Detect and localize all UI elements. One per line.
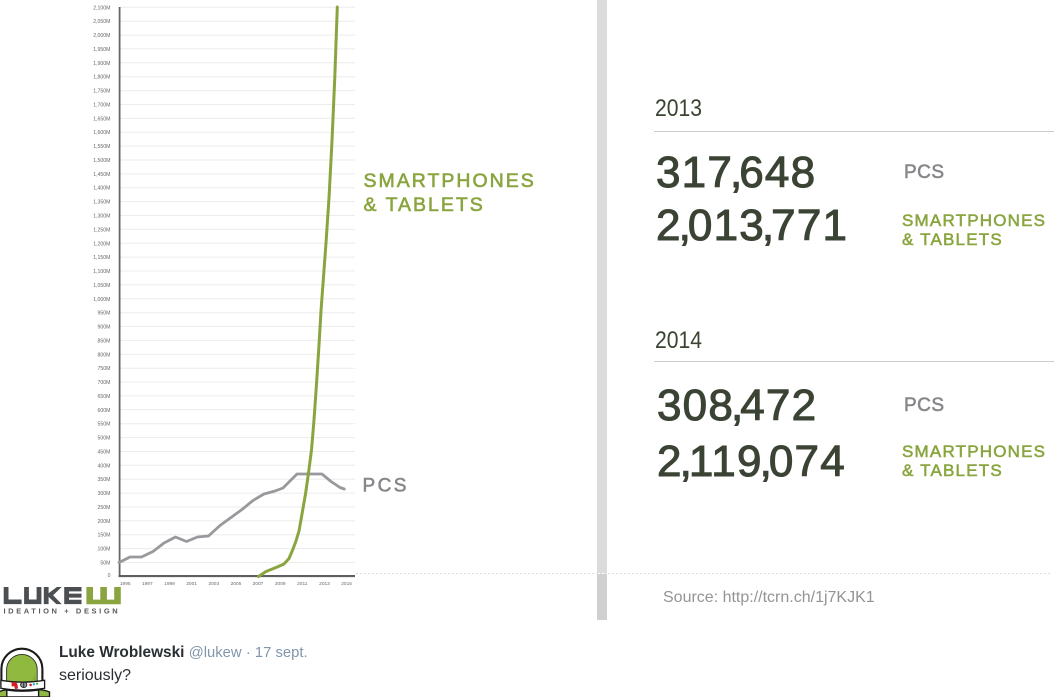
svg-text:400M: 400M [98, 463, 111, 469]
svg-text:450M: 450M [98, 450, 111, 456]
svg-text:1,200M: 1,200M [93, 241, 110, 247]
svg-text:1,250M: 1,250M [93, 227, 110, 233]
svg-text:2007: 2007 [253, 581, 264, 587]
svg-text:250M: 250M [98, 505, 111, 511]
svg-text:1995: 1995 [120, 581, 131, 587]
svg-text:PCS: PCS [363, 476, 409, 497]
svg-text:1,900M: 1,900M [93, 61, 110, 67]
svg-text:600M: 600M [98, 408, 111, 414]
svg-text:700M: 700M [98, 380, 111, 386]
svg-text:1,000M: 1,000M [93, 297, 110, 303]
svg-text:650M: 650M [98, 394, 111, 400]
svg-text:950M: 950M [98, 311, 111, 317]
svg-text:1,750M: 1,750M [93, 89, 110, 95]
svg-text:2009: 2009 [275, 581, 286, 587]
svg-text:2015: 2015 [341, 581, 352, 587]
svg-text:1,500M: 1,500M [93, 158, 110, 164]
svg-text:1999: 1999 [164, 581, 175, 587]
svg-text:1,450M: 1,450M [93, 172, 110, 178]
svg-text:1,300M: 1,300M [93, 214, 110, 220]
svg-text:& TABLETS: & TABLETS [364, 194, 485, 216]
svg-text:1,800M: 1,800M [93, 75, 110, 81]
svg-text:1,050M: 1,050M [93, 283, 110, 289]
svg-text:1,150M: 1,150M [93, 255, 110, 261]
svg-text:50M: 50M [100, 561, 110, 567]
svg-text:2013: 2013 [319, 581, 330, 587]
svg-text:1,400M: 1,400M [93, 186, 110, 192]
svg-text:2003: 2003 [208, 581, 219, 587]
svg-text:1,350M: 1,350M [93, 200, 110, 206]
svg-text:1,600M: 1,600M [93, 130, 110, 136]
svg-text:2011: 2011 [297, 581, 308, 587]
svg-text:750M: 750M [98, 366, 111, 372]
svg-text:SMARTPHONES: SMARTPHONES [364, 170, 536, 192]
svg-text:1,550M: 1,550M [93, 144, 110, 150]
svg-text:300M: 300M [98, 491, 111, 497]
svg-text:2,050M: 2,050M [93, 19, 110, 25]
svg-text:550M: 550M [98, 422, 111, 428]
svg-text:0: 0 [108, 573, 111, 579]
svg-text:1,650M: 1,650M [93, 116, 110, 122]
svg-text:1,700M: 1,700M [93, 103, 110, 109]
svg-text:2001: 2001 [186, 581, 197, 587]
svg-text:1,100M: 1,100M [93, 269, 110, 275]
svg-text:1,950M: 1,950M [93, 47, 110, 53]
svg-text:900M: 900M [98, 325, 111, 331]
svg-text:350M: 350M [98, 477, 111, 483]
svg-text:200M: 200M [98, 519, 111, 525]
svg-text:2,100M: 2,100M [93, 5, 110, 11]
svg-text:2,000M: 2,000M [93, 33, 110, 39]
svg-text:150M: 150M [98, 533, 111, 539]
svg-text:100M: 100M [98, 547, 111, 553]
svg-text:500M: 500M [98, 436, 111, 442]
svg-text:IDEATION + DESIGN: IDEATION + DESIGN [4, 607, 121, 616]
svg-text:800M: 800M [98, 352, 111, 358]
svg-text:2005: 2005 [231, 581, 242, 587]
svg-text:850M: 850M [98, 338, 111, 344]
svg-text:1997: 1997 [142, 581, 153, 587]
